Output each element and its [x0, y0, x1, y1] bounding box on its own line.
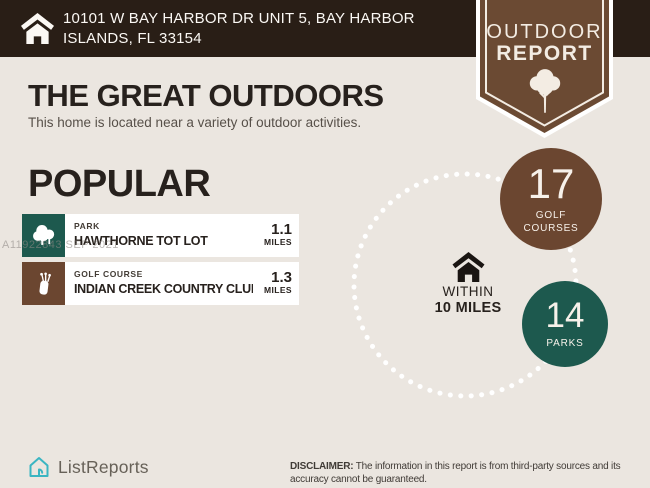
item-distance: 1.3 — [271, 269, 292, 286]
property-address: 10101 W BAY HARBOR DR UNIT 5, BAY HARBOR… — [63, 10, 415, 47]
list-item-golf-course: GOLF COURSE INDIAN CREEK COUNTRY CLUB 1.… — [22, 262, 299, 305]
item-distance-unit: MILES — [264, 237, 292, 247]
golf-bag-icon — [22, 262, 65, 305]
within-label: WITHIN — [442, 284, 494, 299]
mls-watermark: A11922843 SEP 2021 — [2, 239, 119, 251]
park-trees-icon — [22, 214, 65, 257]
badge-title-line2: REPORT — [496, 42, 593, 65]
golf-courses-stat-circle: 17 GOLF COURSES — [500, 148, 602, 250]
listreports-house-icon — [29, 457, 49, 477]
item-name: INDIAN CREEK COUNTRY CLUB — [74, 282, 253, 296]
tree-icon — [526, 67, 564, 113]
popular-list: PARK HAWTHORNE TOT LOT 1.1 MILES — [22, 214, 299, 310]
stat-label-line2: COURSES — [523, 223, 579, 234]
brand-name: ListReports — [58, 456, 149, 477]
parks-count: 14 — [545, 296, 585, 335]
popular-heading: POPULAR — [28, 163, 211, 205]
golf-courses-count: 17 — [527, 160, 575, 207]
list-item-park: PARK HAWTHORNE TOT LOT 1.1 MILES — [22, 214, 299, 257]
outdoor-report-badge: OUTDOOR REPORT — [476, 0, 613, 140]
page-subtitle: This home is located near a variety of o… — [28, 115, 362, 130]
disclaimer-body: The information in this report is from t… — [290, 461, 621, 486]
stat-label-line1: GOLF — [535, 210, 567, 221]
page-title: THE GREAT OUTDOORS — [28, 78, 384, 113]
item-category: GOLF COURSE — [74, 269, 143, 279]
item-distance-unit: MILES — [264, 285, 292, 295]
radius-distance-label: 10 MILES — [434, 300, 502, 316]
listreports-logo: ListReports — [27, 455, 149, 479]
home-icon — [21, 13, 54, 44]
disclaimer-label: DISCLAIMER: — [290, 461, 354, 472]
badge-shape — [476, 0, 613, 138]
stat-label-line1: PARKS — [546, 338, 584, 349]
home-icon — [452, 252, 485, 282]
parks-stat-circle: 14 PARKS — [522, 281, 608, 367]
item-category: PARK — [74, 221, 100, 231]
disclaimer-text: DISCLAIMER: The information in this repo… — [290, 460, 640, 486]
item-name: HAWTHORNE TOT LOT — [74, 234, 208, 248]
badge-title-line1: OUTDOOR — [486, 21, 603, 43]
item-distance: 1.1 — [271, 221, 292, 238]
